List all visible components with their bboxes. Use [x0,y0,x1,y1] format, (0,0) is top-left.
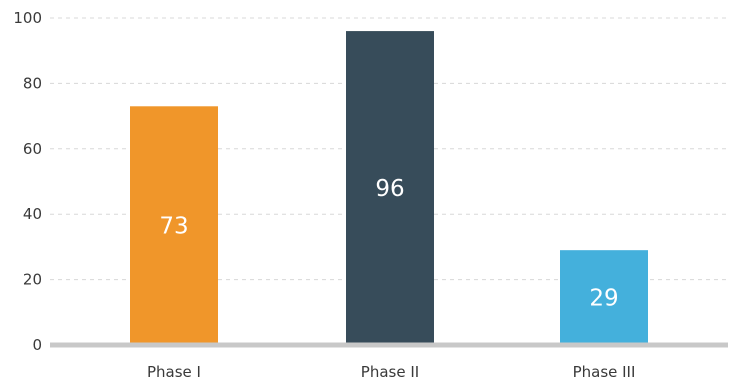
y-tick-label-40: 40 [23,205,42,223]
bar-phase-ii [346,31,434,346]
y-tick-label-60: 60 [23,140,42,158]
y-tick-label-0: 0 [32,336,42,354]
x-category-label-phase-iii: Phase III [573,363,636,381]
x-category-label-phase-ii: Phase II [361,363,419,381]
y-axis-tick-labels: 0 20 40 60 80 100 [13,9,42,354]
bar-phase-i [130,106,218,345]
data-label-phase-ii: 96 [375,176,404,202]
data-label-phase-iii: 29 [589,286,618,312]
bars [130,31,648,346]
y-tick-label-20: 20 [23,271,42,289]
y-tick-label-80: 80 [23,74,42,92]
x-category-label-phase-i: Phase I [147,363,201,381]
bar-phase-iii [560,250,648,345]
data-label-phase-i: 73 [159,214,188,240]
data-labels: 73 96 29 [159,176,618,312]
x-axis-category-labels: Phase I Phase II Phase III [147,363,635,381]
y-tick-label-100: 100 [13,9,42,27]
